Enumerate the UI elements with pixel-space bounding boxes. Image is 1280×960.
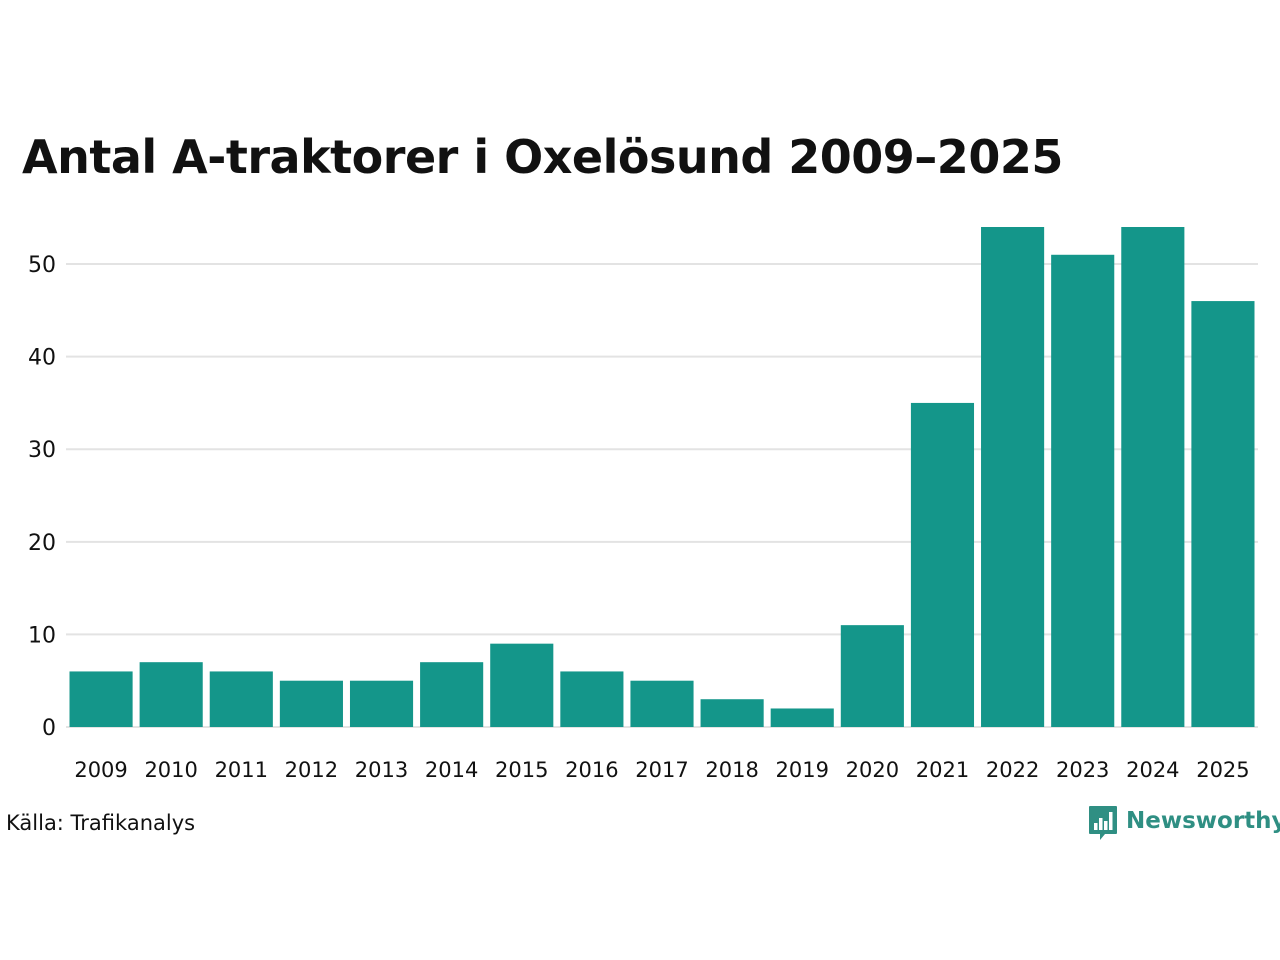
bar-chart: 0 10 20 30 40 50 2009 2010 2011 2012 2013 2014 2015… bbox=[28, 227, 1258, 782]
bar-2013 bbox=[349, 680, 414, 727]
x-tick-label: 2020 bbox=[846, 758, 899, 782]
x-tick-label: 2025 bbox=[1196, 758, 1249, 782]
y-tick-label: 50 bbox=[28, 253, 56, 278]
y-tick-label: 30 bbox=[28, 438, 56, 463]
brand-name: Newsworthy bbox=[1126, 808, 1280, 834]
bar-2018 bbox=[700, 699, 764, 727]
bar-2014 bbox=[420, 662, 484, 727]
x-tick-label: 2018 bbox=[705, 758, 758, 782]
bar-2023 bbox=[1051, 254, 1115, 727]
y-tick-label: 0 bbox=[42, 716, 56, 741]
source-note: Källa: Trafikanalys bbox=[6, 811, 196, 835]
y-tick-label: 20 bbox=[28, 531, 56, 556]
x-tick-label: 2024 bbox=[1126, 758, 1179, 782]
bars bbox=[69, 227, 1255, 727]
x-tick-label: 2016 bbox=[565, 758, 618, 782]
newsworthy-logo-icon bbox=[1089, 806, 1117, 840]
x-tick-label: 2009 bbox=[74, 758, 127, 782]
bar-2021 bbox=[910, 402, 975, 727]
x-axis-ticks: 2009 2010 2011 2012 2013 2014 2015 2016 2017 2018… bbox=[74, 758, 1249, 782]
y-tick-label: 40 bbox=[28, 346, 56, 371]
chart-title: Antal A-traktorer i Oxelösund 2009–2025 bbox=[22, 130, 1063, 184]
bar-2011 bbox=[209, 671, 273, 727]
bar-2022 bbox=[981, 227, 1045, 727]
bar-2017 bbox=[630, 680, 694, 727]
y-axis-ticks: 0 10 20 30 40 50 bbox=[28, 253, 56, 741]
x-tick-label: 2010 bbox=[144, 758, 197, 782]
bar-2016 bbox=[560, 671, 624, 727]
bar-2009 bbox=[69, 671, 133, 727]
bar-2019 bbox=[770, 708, 834, 727]
x-tick-label: 2022 bbox=[986, 758, 1039, 782]
bar-2025 bbox=[1191, 301, 1255, 727]
bar-2015 bbox=[490, 643, 554, 727]
bar-2020 bbox=[840, 625, 904, 727]
y-tick-label: 10 bbox=[28, 623, 56, 648]
x-tick-label: 2021 bbox=[916, 758, 969, 782]
x-tick-label: 2013 bbox=[355, 758, 408, 782]
newsworthy-logo: Newsworthy bbox=[1088, 804, 1280, 842]
x-tick-label: 2011 bbox=[215, 758, 268, 782]
x-tick-label: 2012 bbox=[285, 758, 338, 782]
bar-2024 bbox=[1121, 227, 1185, 727]
x-tick-label: 2015 bbox=[495, 758, 548, 782]
bar-2012 bbox=[279, 680, 343, 727]
x-tick-label: 2019 bbox=[776, 758, 829, 782]
bar-2010 bbox=[139, 662, 203, 727]
x-tick-label: 2017 bbox=[635, 758, 688, 782]
x-tick-label: 2023 bbox=[1056, 758, 1109, 782]
x-tick-label: 2014 bbox=[425, 758, 478, 782]
